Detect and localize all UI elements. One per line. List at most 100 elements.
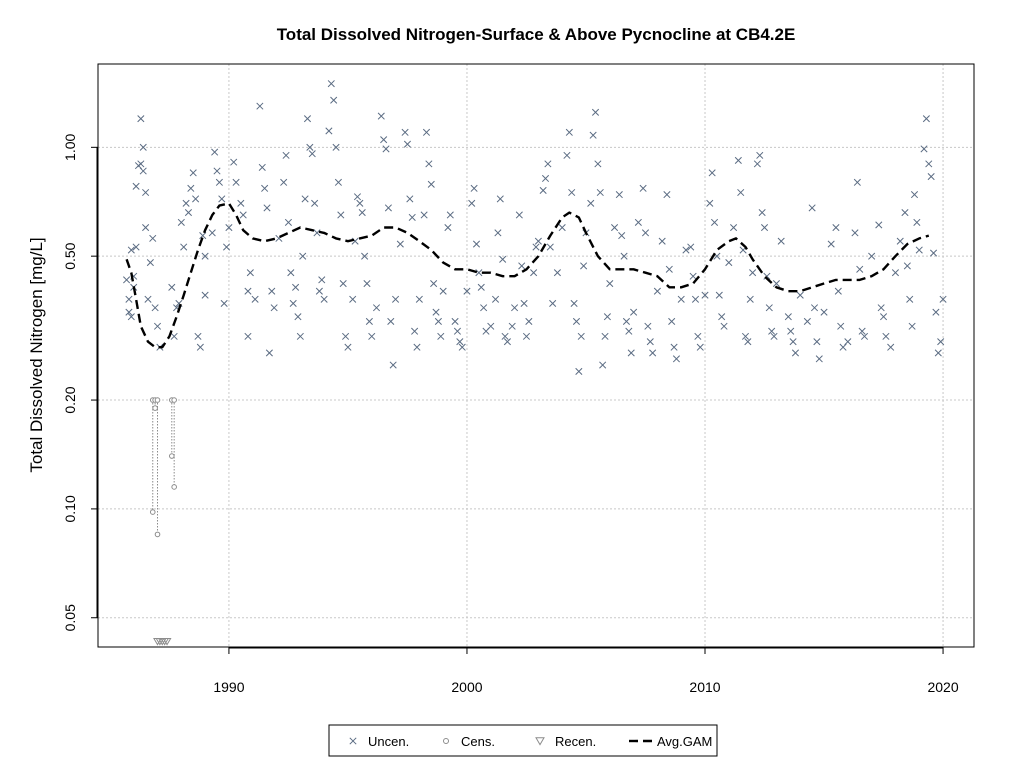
uncensored-point (668, 317, 676, 325)
uncensored-point (618, 232, 626, 240)
uncensored-point (425, 160, 433, 168)
uncensored-point (718, 313, 726, 321)
x-mark-stroke (137, 160, 145, 168)
uncensored-point (422, 128, 431, 136)
uncensored-point (725, 259, 733, 267)
x-mark-stroke (534, 237, 542, 245)
x-mark-stroke (508, 322, 516, 330)
uncensored-point (634, 218, 642, 226)
uncensored-point (820, 308, 828, 316)
uncensored-point (627, 349, 635, 357)
uncensored-point (365, 317, 373, 325)
x-mark-stroke (427, 180, 435, 188)
uncensored-point (910, 191, 919, 199)
uncensored-point (777, 237, 785, 245)
x-mark-stroke (572, 317, 581, 325)
x-mark-stroke (127, 313, 135, 321)
x-mark-stroke (265, 349, 273, 357)
uncensored-point (127, 246, 135, 254)
x-mark-stroke (518, 262, 526, 270)
x-mark-stroke (208, 229, 216, 237)
uncensored-point (142, 223, 150, 232)
uncensored-point (760, 223, 769, 232)
x-mark-stroke (910, 191, 919, 199)
x-mark-stroke (361, 252, 369, 260)
uncensored-point (325, 127, 333, 135)
x-mark-stroke (401, 128, 409, 136)
uncensored-point (763, 272, 771, 280)
x-mark-stroke (546, 243, 554, 251)
uncensored-point (851, 229, 859, 237)
x-mark-stroke (553, 269, 561, 277)
uncensored-point (230, 158, 238, 166)
x-mark-stroke (784, 313, 792, 321)
x-mark-stroke (749, 269, 757, 277)
x-mark-stroke (920, 145, 928, 153)
x-mark-stroke (377, 112, 385, 120)
x-mark-stroke (125, 295, 133, 303)
x-mark-stroke (177, 218, 185, 226)
x-mark-stroke (246, 269, 254, 277)
x-mark-stroke (368, 332, 376, 340)
uncensored-point (439, 287, 447, 295)
x-mark-stroke (808, 204, 816, 212)
uncensored-point (530, 269, 538, 277)
uncensored-point (772, 279, 780, 288)
x-mark-stroke (349, 737, 357, 745)
x-mark-stroke (670, 343, 678, 351)
x-mark-stroke (475, 269, 483, 277)
x-mark-stroke (139, 167, 147, 175)
x-axis: 1990 2000 2010 2020 (213, 647, 959, 695)
legend-label: Uncen. (368, 734, 409, 749)
uncensored-point (268, 287, 276, 295)
x-mark-stroke (591, 108, 600, 116)
x-mark-stroke (696, 343, 704, 351)
uncensored-point (663, 191, 671, 199)
uncensored-point (196, 343, 204, 351)
uncensored-point (361, 252, 369, 260)
uncensored-point (875, 221, 883, 229)
x-mark-stroke (832, 223, 840, 232)
x-mark-stroke (411, 327, 419, 335)
x-mark-stroke (127, 246, 135, 254)
x-mark-stroke (603, 313, 611, 321)
uncensored-point (501, 332, 509, 340)
uncensored-point (649, 349, 657, 357)
uncensored-point (265, 349, 273, 357)
uncensored-point (877, 304, 885, 312)
x-mark-stroke (587, 199, 595, 207)
x-mark-stroke (168, 283, 176, 291)
x-mark-stroke (296, 332, 304, 340)
uncensored-point (591, 108, 600, 116)
uncensored-point (299, 252, 307, 260)
uncensored-point (791, 349, 800, 357)
uncensored-point (646, 338, 654, 346)
uncensored-point (691, 295, 700, 303)
uncensored-point (553, 269, 561, 277)
uncensored-point (539, 186, 547, 194)
uncensored-point (261, 184, 269, 192)
uncensored-point (558, 223, 566, 232)
uncensored-point (408, 213, 416, 221)
uncensored-point (827, 240, 835, 248)
x-mark-stroke (318, 276, 326, 284)
legend-symbol-uncensored (349, 737, 357, 745)
x-mark-stroke (815, 355, 823, 363)
uncensored-point (672, 355, 680, 363)
x-mark-stroke (691, 295, 700, 303)
uncensored-point (925, 160, 933, 168)
uncensored-point (444, 223, 452, 232)
x-mark-stroke (230, 158, 238, 166)
uncensored-point (596, 188, 604, 197)
x-mark-stroke (708, 169, 716, 177)
uncensored-point (532, 243, 540, 251)
uncensored-point (753, 160, 761, 168)
x-mark-stroke (132, 243, 140, 251)
x-mark-stroke (563, 151, 571, 159)
x-mark-stroke (325, 127, 333, 135)
x-mark-stroke (425, 160, 433, 168)
x-mark-stroke (494, 229, 502, 237)
x-mark-stroke (175, 299, 183, 308)
x-mark-stroke (720, 322, 728, 330)
x-mark-stroke (787, 327, 795, 335)
